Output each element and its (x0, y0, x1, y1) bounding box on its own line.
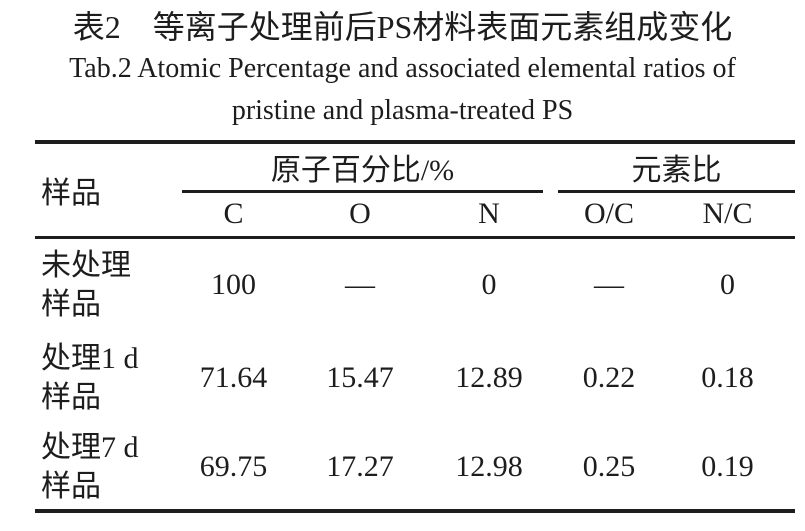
sub-header-row: C O N O/C N/C (35, 191, 795, 239)
table-row-treated-7d: 处理7 d 样品 69.75 17.27 12.98 0.25 0.19 (35, 425, 795, 511)
value-c: 71.64 (199, 361, 268, 394)
row-gap (543, 331, 558, 425)
sample-column-header: 样品 (35, 142, 182, 239)
value-c: 69.75 (199, 450, 268, 483)
column-header-c: C (182, 191, 285, 239)
value-nc: 0.19 (701, 450, 754, 483)
value-o: 15.47 (326, 361, 394, 394)
value-oc: 0.22 (582, 361, 636, 394)
group-header-gap (543, 142, 558, 191)
caption-english-line1: Tab.2 Atomic Percentage and associated e… (69, 53, 736, 84)
element-ratio-group-header: 元素比 (558, 142, 795, 193)
sample-label-line2: 样品 (41, 287, 101, 321)
value-n: 12.89 (455, 361, 523, 394)
sample-label-line2: 样品 (41, 381, 101, 414)
sample-label-line1: 处理7 d (41, 431, 139, 464)
group-header-row: 样品 原子百分比/% 元素比 (35, 142, 795, 239)
sample-label: 未处理 样品 (35, 237, 182, 331)
atomic-percentage-group-header: 原子百分比/% (182, 142, 543, 193)
value-nc: 0.18 (701, 361, 754, 394)
value-oc: 0.25 (582, 450, 636, 483)
table-row-untreated: 未处理 样品 100 — 0 — 0 (35, 237, 795, 331)
row-gap (543, 425, 558, 511)
sample-label-line1: 处理1 d (41, 342, 139, 375)
caption-chinese: 表2 等离子处理前后PS材料表面元素组成变化 (72, 9, 733, 45)
sample-label: 处理7 d 样品 (35, 425, 182, 511)
elemental-composition-table: 样品 原子百分比/% 元素比 C O N O/C N/C 未处理 样品 100 … (35, 140, 795, 513)
sample-label-line1: 未处理 (41, 248, 131, 282)
sample-label: 处理1 d 样品 (35, 331, 182, 425)
value-c: 100 (211, 267, 256, 301)
value-o: 17.27 (326, 450, 394, 483)
value-nc: 0 (720, 267, 735, 301)
column-header-o: O (285, 191, 435, 239)
column-header-nc: N/C (660, 191, 795, 239)
sub-header-gap (543, 191, 558, 239)
table-row-treated-1d: 处理1 d 样品 71.64 15.47 12.89 0.22 0.18 (35, 331, 795, 425)
column-header-n: N (435, 191, 543, 239)
caption-english-line2: pristine and plasma-treated PS (231, 95, 574, 126)
row-gap (543, 237, 558, 331)
sample-label-line2: 样品 (41, 470, 101, 503)
value-oc: — (594, 267, 624, 301)
caption-block: 表2 等离子处理前后PS材料表面元素组成变化 Tab.2 Atomic Perc… (0, 0, 805, 132)
column-header-oc: O/C (558, 191, 660, 239)
value-o: — (345, 267, 375, 301)
value-n: 0 (481, 267, 497, 301)
value-n: 12.98 (455, 450, 523, 483)
